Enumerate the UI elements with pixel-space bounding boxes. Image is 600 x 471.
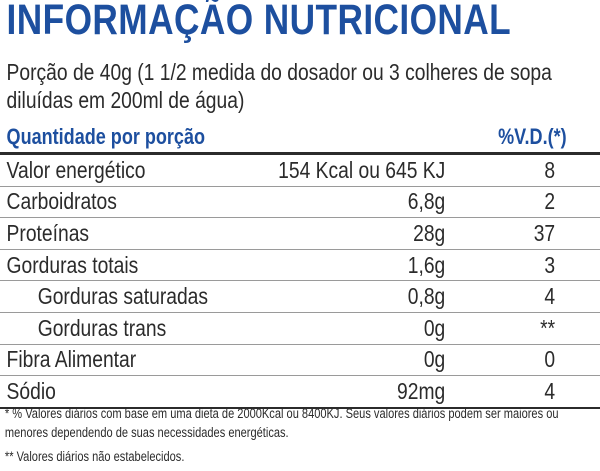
daily-value: ** — [540, 314, 556, 341]
footnote: * % Valores diários com base em uma diet… — [4, 406, 559, 440]
daily-value: 0 — [544, 346, 556, 373]
nutrient: Gorduras trans — [37, 314, 167, 341]
table-row: Valor energético 154 Kcal ou 645 KJ 8 — [0, 155, 600, 187]
nutrient: Sódio — [6, 377, 56, 404]
amount: 0g — [423, 346, 446, 373]
nutrition-table: Quantidade por porção %V.D.(*) Valor ene… — [0, 122, 600, 409]
amount: 0,8g — [407, 283, 446, 310]
nutrient: Gorduras totais — [6, 251, 139, 278]
title: INFORMAÇÃO NUTRICIONAL — [6, 0, 512, 44]
nutrient: Fibra Alimentar — [6, 346, 137, 373]
nutrient: Proteínas — [6, 219, 90, 246]
daily-value: 37 — [533, 219, 556, 246]
nutrient: Valor energético — [6, 156, 146, 183]
table-row: Carboidratos 6,8g 2 — [0, 187, 600, 219]
footnote: ** Valores diários não estabelecidos. — [4, 449, 185, 464]
daily-value: 3 — [544, 251, 556, 278]
table-row: Gorduras trans 0g ** — [0, 313, 600, 345]
amount: 6,8g — [407, 188, 446, 215]
table-row: Gorduras saturadas 0,8g 4 — [0, 281, 600, 313]
footnotes: * % Valores diários com base em uma diet… — [5, 404, 600, 471]
amount: 1,6g — [407, 251, 446, 278]
column-header: Quantidade por porção — [6, 124, 206, 149]
daily-value: 2 — [544, 188, 556, 215]
amount: 92mg — [397, 377, 446, 404]
nutrient: Gorduras saturadas — [37, 283, 209, 310]
amount: 0g — [423, 314, 446, 341]
table-row: Gorduras totais 1,6g 3 — [0, 250, 600, 282]
table-row: Fibra Alimentar 0g 0 — [0, 345, 600, 377]
nutrient: Carboidratos — [6, 188, 117, 215]
table-row: Sódio 92mg 4 — [0, 376, 600, 409]
column-header: %V.D.(*) — [498, 124, 567, 149]
serving: Porção de 40g (1 1/2 medida do dosador o… — [6, 59, 552, 113]
table-row: Proteínas 28g 37 — [0, 218, 600, 250]
amount: 28g — [413, 219, 446, 246]
table-header: Quantidade por porção %V.D.(*) — [0, 122, 600, 155]
daily-value: 4 — [544, 377, 556, 404]
daily-value: 8 — [544, 156, 556, 183]
daily-value: 4 — [544, 283, 556, 310]
amount: 154 Kcal ou 645 KJ — [278, 156, 446, 183]
